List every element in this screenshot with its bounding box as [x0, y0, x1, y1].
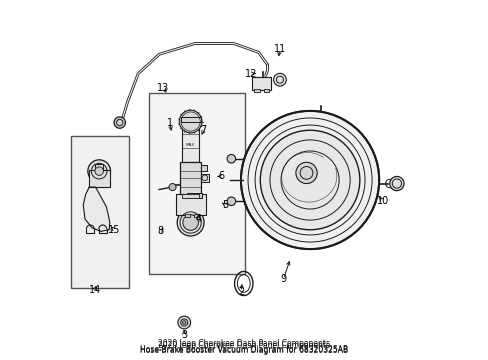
Circle shape [178, 316, 190, 329]
Bar [175, 194, 205, 215]
Polygon shape [83, 187, 110, 231]
Bar [251, 77, 270, 90]
Bar [88, 170, 110, 187]
Circle shape [295, 162, 317, 184]
Bar [180, 162, 201, 196]
Text: 12: 12 [245, 69, 257, 79]
Text: Hose-Brake Booster Vacuum Diagram for 68320325AB: Hose-Brake Booster Vacuum Diagram for 68… [140, 346, 348, 355]
Text: 2020 Jeep Cherokee Dash Panel Components: 2020 Jeep Cherokee Dash Panel Components [158, 339, 330, 348]
Circle shape [177, 209, 203, 236]
Bar [71, 136, 129, 288]
Circle shape [95, 167, 103, 175]
Text: 1: 1 [167, 118, 173, 128]
Bar [254, 89, 259, 92]
Circle shape [114, 117, 125, 128]
Bar [182, 194, 199, 198]
Text: 4: 4 [195, 214, 201, 224]
Text: 11: 11 [273, 44, 285, 54]
Bar [148, 93, 244, 274]
Circle shape [226, 197, 235, 206]
Bar [194, 214, 199, 217]
Text: 13: 13 [157, 83, 169, 93]
Circle shape [260, 130, 359, 230]
Text: 9: 9 [280, 274, 286, 284]
Circle shape [88, 160, 110, 183]
Bar [264, 89, 268, 92]
Circle shape [183, 215, 198, 230]
Circle shape [182, 321, 185, 324]
Bar [181, 117, 200, 122]
Bar [185, 214, 190, 217]
Text: 8: 8 [157, 226, 163, 237]
Text: 10: 10 [376, 196, 388, 206]
Text: 15: 15 [108, 225, 120, 235]
Text: 6: 6 [218, 171, 224, 181]
Text: 14: 14 [89, 285, 101, 295]
Circle shape [169, 184, 176, 191]
Circle shape [389, 176, 403, 191]
Bar [201, 165, 207, 171]
Bar [195, 193, 202, 198]
Text: Hose-Brake Booster Vacuum Diagram for 68320325AB: Hose-Brake Booster Vacuum Diagram for 68… [140, 345, 348, 354]
Bar [187, 193, 194, 198]
Text: 7: 7 [200, 125, 206, 135]
Text: 5: 5 [222, 200, 228, 210]
Text: MAX: MAX [185, 143, 195, 147]
Bar [95, 164, 103, 171]
Text: 2: 2 [237, 287, 244, 297]
Text: 3: 3 [181, 330, 187, 340]
Circle shape [179, 110, 202, 133]
Circle shape [273, 73, 286, 86]
Circle shape [226, 154, 235, 163]
Bar [201, 174, 208, 182]
Text: 2020 Jeep Cherokee Dash Panel Components: 2020 Jeep Cherokee Dash Panel Components [158, 341, 330, 350]
Bar [182, 120, 199, 162]
Circle shape [241, 111, 378, 249]
